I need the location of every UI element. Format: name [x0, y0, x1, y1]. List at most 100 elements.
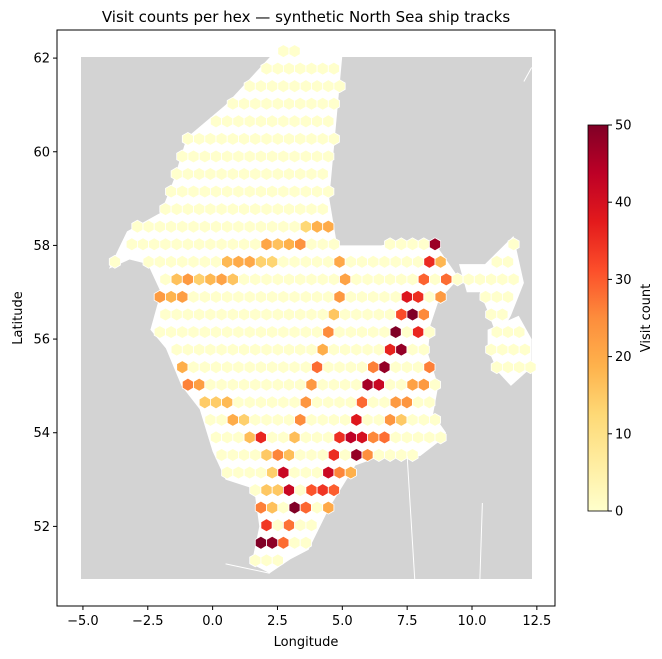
hex-cell: [361, 342, 374, 357]
hex-cell: [412, 289, 425, 304]
hex-cell: [400, 289, 413, 304]
hex-cell: [226, 412, 239, 427]
hex-cell: [277, 184, 290, 199]
hex-cell: [367, 395, 380, 410]
hex-cell: [215, 342, 228, 357]
hex-cell: [311, 254, 324, 269]
hex-cell: [305, 412, 318, 427]
hex-cell: [254, 219, 267, 234]
plot-background-right: [532, 30, 555, 606]
hex-cell: [417, 272, 430, 287]
hex-cell: [226, 131, 239, 146]
hex-cell: [159, 272, 172, 287]
hex-cell: [333, 430, 346, 445]
hex-cell: [350, 307, 363, 322]
hex-cell: [311, 219, 324, 234]
hex-cell: [266, 430, 279, 445]
hex-cell: [513, 325, 526, 339]
hex-cell: [305, 342, 318, 357]
hex-cell: [165, 254, 178, 269]
hex-cell: [423, 325, 436, 339]
hex-cell: [395, 307, 408, 322]
hex-cell: [322, 254, 335, 269]
hex-cell: [209, 149, 223, 164]
hex-cell: [288, 395, 301, 410]
hex-cell: [226, 307, 239, 322]
hex-cell: [434, 430, 447, 445]
hex-cell: [288, 149, 301, 164]
hex-cell: [209, 289, 223, 304]
hex-cell: [299, 219, 312, 234]
hex-cell: [327, 412, 340, 427]
y-tick-label: 56: [33, 333, 50, 348]
hex-cell: [378, 254, 391, 269]
hex-cell: [215, 272, 228, 287]
hex-cell: [367, 325, 380, 339]
hex-cell: [221, 254, 234, 269]
hex-cell: [282, 167, 296, 181]
hex-cell: [271, 237, 284, 252]
hex-cell: [238, 131, 251, 146]
hex-cell: [125, 237, 138, 252]
hex-cell: [316, 377, 329, 392]
hex-cell: [170, 272, 183, 287]
hex-cell: [254, 79, 267, 94]
hex-cell: [165, 289, 178, 304]
hex-cell: [518, 342, 531, 357]
hex-cell: [277, 79, 290, 94]
hex-cell: [271, 377, 284, 392]
x-tick-label: 12.5: [522, 614, 551, 629]
hex-cell: [142, 254, 155, 269]
hex-cell: [266, 79, 279, 94]
hex-cell: [350, 272, 363, 287]
hex-cell: [243, 289, 256, 304]
hex-cell: [412, 325, 425, 339]
hex-cell: [249, 202, 262, 217]
plot-background-left: [57, 30, 81, 606]
hex-cell: [322, 430, 335, 445]
hex-cell: [249, 448, 262, 462]
hex-cell: [198, 254, 211, 269]
hex-cell: [159, 202, 172, 217]
hex-cell: [355, 254, 369, 269]
hex-cell: [198, 184, 211, 199]
hex-cell: [209, 360, 223, 375]
hex-cell: [277, 114, 290, 129]
hex-cell: [108, 254, 121, 269]
hex-cell: [282, 518, 296, 533]
hex-cell: [305, 167, 318, 181]
hex-cell: [266, 289, 279, 304]
border-line: [225, 563, 270, 574]
hex-cell: [496, 342, 509, 357]
hex-cell: [400, 360, 413, 375]
x-tick-label: 2.5: [267, 614, 288, 629]
hex-cell: [395, 448, 408, 462]
hex-cell: [462, 272, 475, 287]
hex-cell: [209, 219, 223, 234]
hex-cell: [350, 377, 363, 392]
hex-cell: [311, 149, 324, 164]
hex-cell: [294, 412, 307, 427]
hex-cell: [176, 184, 189, 199]
hex-cell: [226, 237, 239, 252]
hex-cell: [339, 412, 352, 427]
hex-cell: [288, 535, 301, 550]
hex-cell: [299, 325, 312, 339]
hex-cell: [350, 448, 363, 462]
y-tick-label: 52: [33, 520, 50, 535]
hex-cell: [311, 360, 324, 375]
hex-cell: [260, 202, 273, 217]
y-tick-label: 62: [33, 52, 50, 67]
hex-cell: [198, 325, 211, 339]
hex-cell: [260, 377, 273, 392]
hex-cell: [423, 430, 436, 445]
hex-cell: [277, 325, 290, 339]
hex-cell: [254, 289, 267, 304]
hex-cell: [260, 553, 273, 568]
hex-cell: [333, 325, 346, 339]
hex-cell: [204, 272, 217, 287]
hex-cell: [271, 483, 284, 498]
hex-cell: [282, 307, 296, 322]
hex-cell: [249, 412, 262, 427]
hex-cell: [209, 395, 223, 410]
